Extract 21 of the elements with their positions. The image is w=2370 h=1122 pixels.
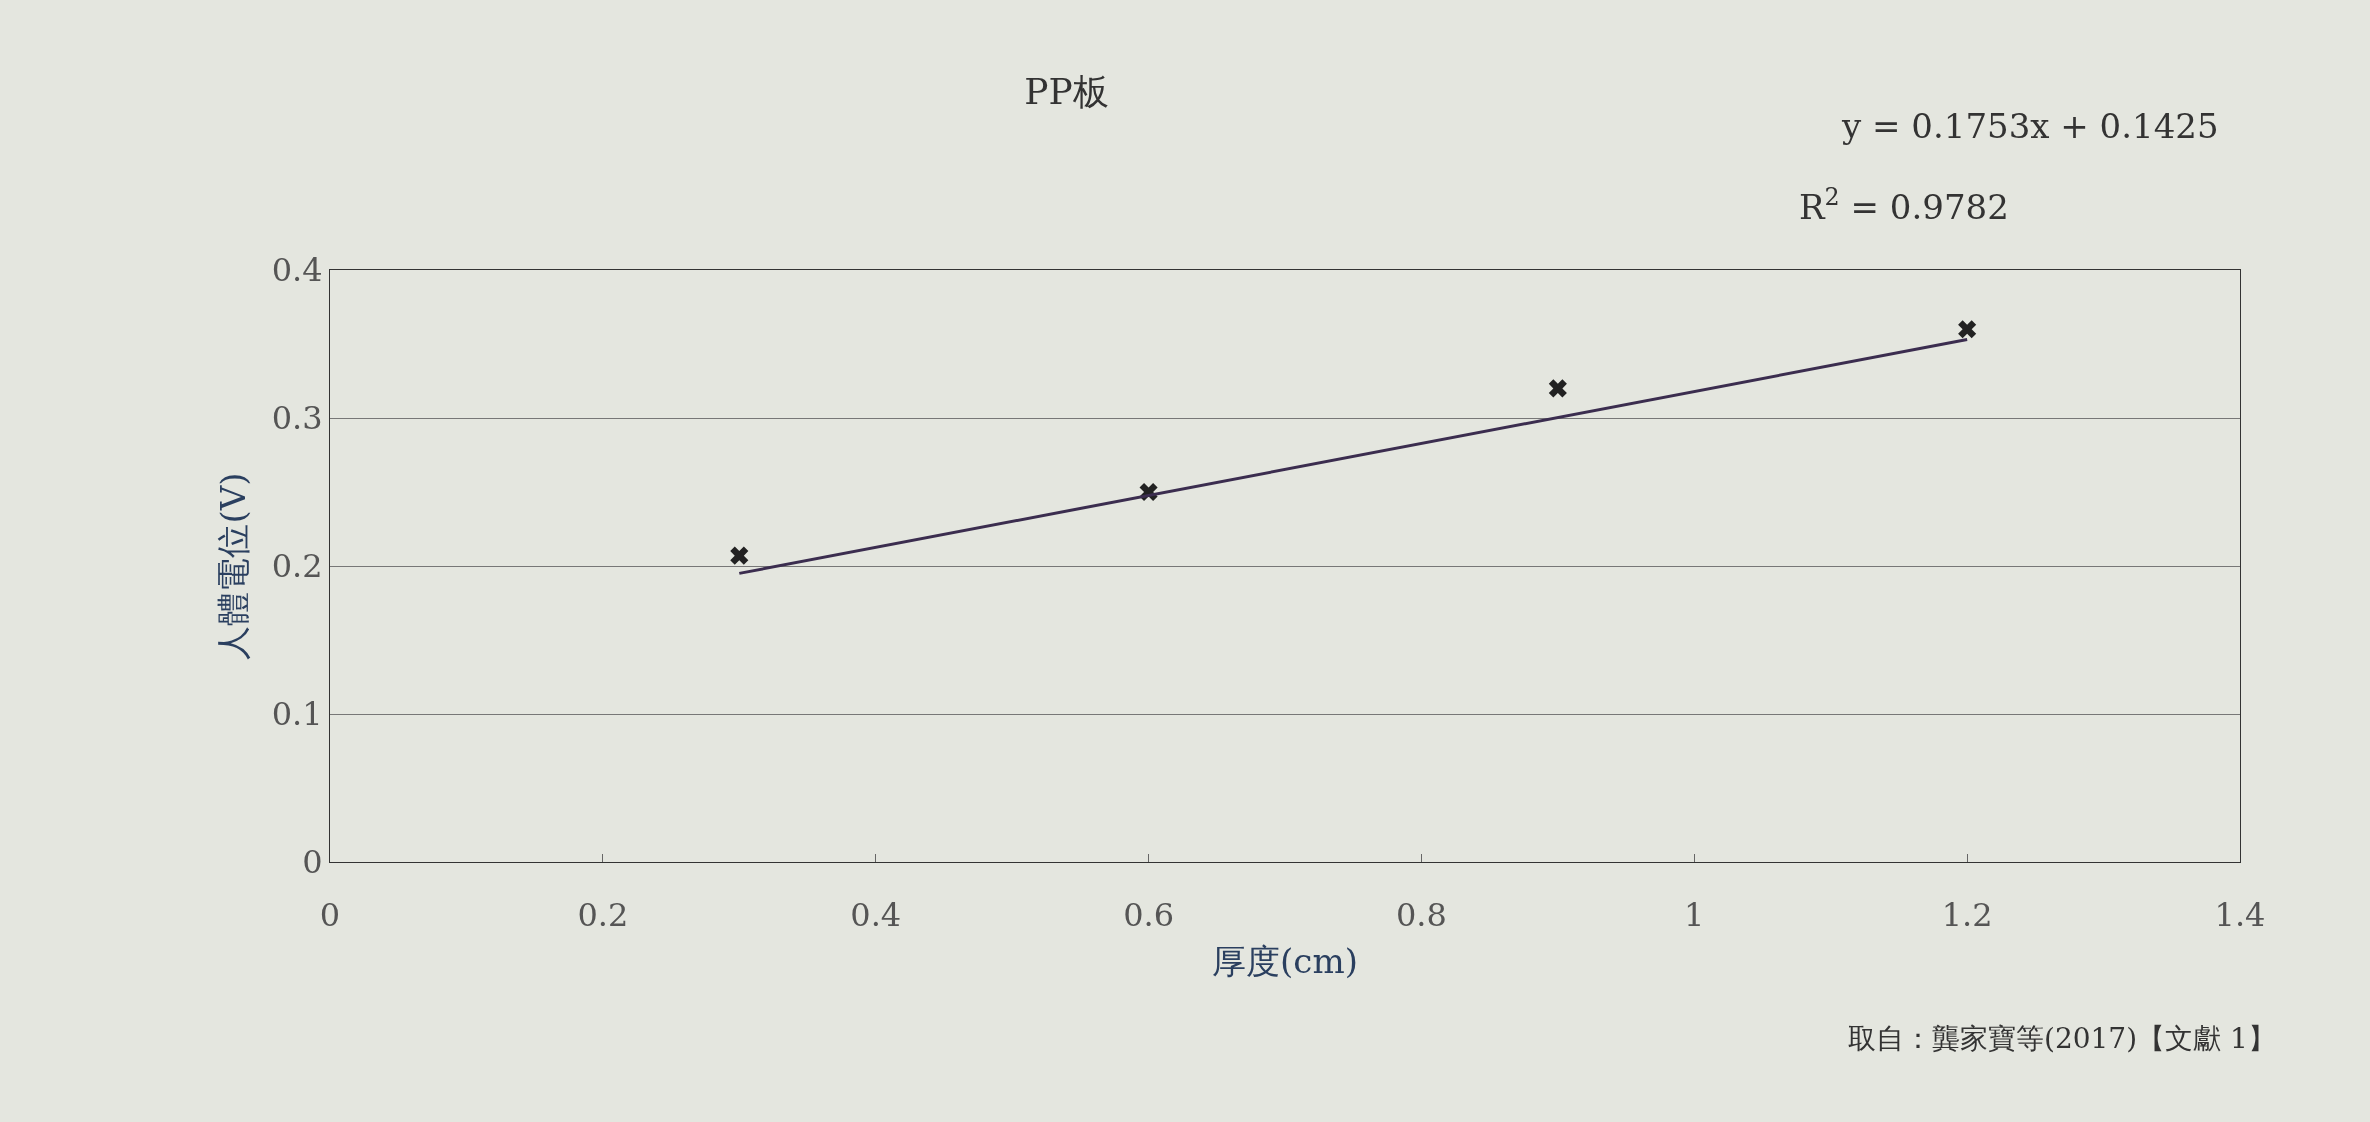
x-tick-label: 0.4 (850, 896, 902, 935)
x-axis-title: 厚度(cm) (1212, 940, 1358, 981)
point (1548, 379, 1567, 398)
text: R$^{2}$ = 0.9782 (1799, 183, 2009, 228)
x-tick-label: 0.6 (1123, 896, 1175, 935)
y-tick-label: 0.4 (271, 251, 323, 290)
text: 取自：龔家寶等(2017)【文獻 1】 (1848, 1022, 2276, 1055)
y-tick-label: 0.3 (271, 399, 323, 438)
chart-title: PP板 (1024, 70, 1109, 112)
y-tick-label: 0 (302, 843, 323, 882)
x-tick-label: 1.4 (2214, 896, 2266, 935)
point (1958, 320, 1977, 339)
point (730, 546, 749, 565)
x-tick-label: 1.2 (1941, 896, 1993, 935)
x-tick-label: 1 (1684, 896, 1705, 935)
y-tick-label: 0.1 (271, 695, 323, 734)
y-axis-title: 人體電位(V) (213, 472, 254, 660)
y-tick-label: 0.2 (271, 547, 323, 586)
x-tick-label: 0.8 (1395, 896, 1447, 935)
text: y = 0.1753x + 0.1425 (1841, 106, 2219, 146)
x-tick-label: 0.2 (577, 896, 629, 935)
